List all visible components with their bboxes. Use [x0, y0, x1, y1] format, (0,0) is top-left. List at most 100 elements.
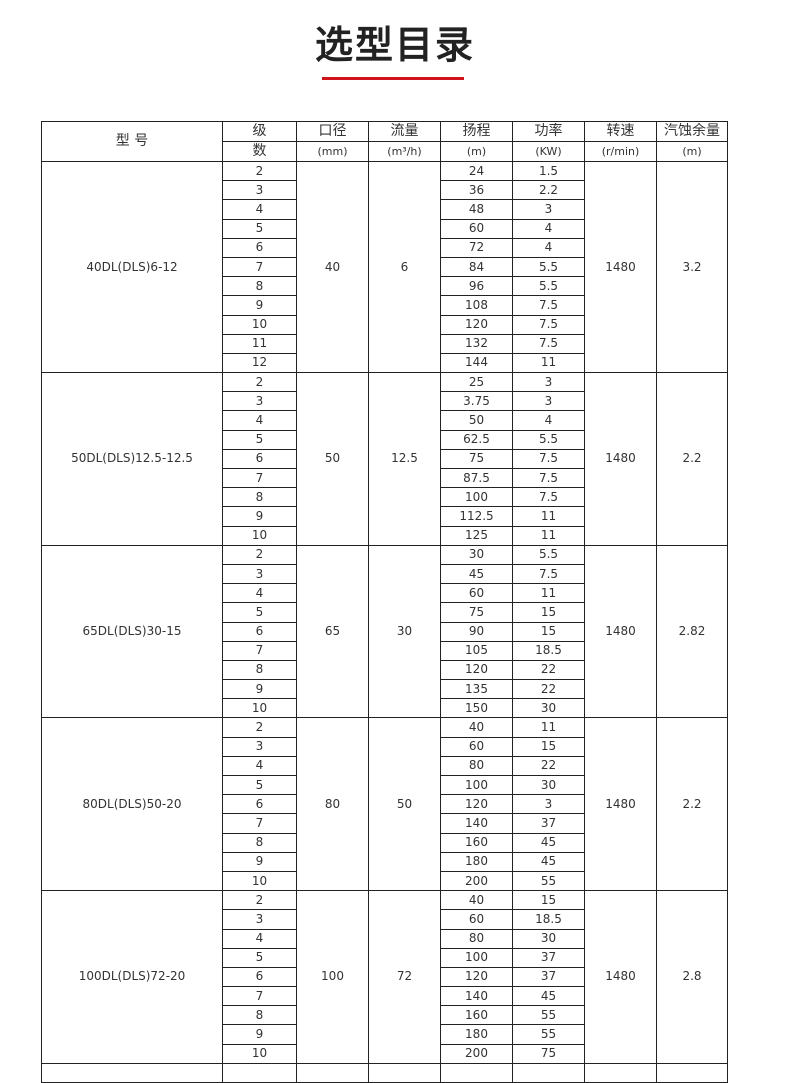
stage-cell: 5: [222, 774, 297, 796]
model-cell: 50DL(DLS)12.5-12.5: [41, 372, 223, 546]
table-row: 7 87.5 7.5: [42, 467, 728, 489]
head-cell: 100: [440, 487, 513, 508]
stage-cell: 4: [222, 755, 297, 777]
power-cell: 11: [512, 525, 585, 546]
stage-cell: 2: [222, 717, 297, 738]
table-row: 10 200 75: [42, 1043, 728, 1064]
table-row: 4 50 4: [42, 410, 728, 431]
stage-cell: 9: [222, 506, 297, 527]
head-cell: 50: [440, 410, 513, 431]
diameter-cell: 100: [296, 890, 369, 1064]
table-row: 10 125 11: [42, 525, 728, 546]
head-cell: 200: [440, 870, 513, 892]
unit-stage: 数: [222, 141, 297, 162]
unit-speed: (r/min): [584, 141, 657, 162]
stage-cell: 3: [222, 736, 297, 757]
power-cell: 45: [512, 832, 585, 853]
flow-cell: 30: [368, 544, 441, 719]
head-cell: 96: [440, 276, 513, 297]
stage-cell: 6: [222, 448, 297, 470]
header-stage: 级: [222, 121, 297, 142]
head-cell: 120: [440, 966, 513, 988]
power-cell: 7.5: [512, 333, 585, 354]
table-row: 10 200 55: [42, 870, 728, 892]
power-cell: 7.5: [512, 314, 585, 335]
stage-cell: 7: [222, 813, 297, 834]
head-cell: 72: [440, 237, 513, 258]
header-power: 功率: [512, 121, 585, 142]
head-cell: 75: [440, 448, 513, 470]
empty-cell: [368, 1062, 441, 1083]
power-cell: 3: [512, 372, 585, 393]
stage-cell: 6: [222, 237, 297, 258]
head-cell: 62.5: [440, 429, 513, 450]
table-row: 10 120 7.5: [42, 314, 728, 335]
power-cell: 5.5: [512, 256, 585, 278]
stage-cell: 7: [222, 467, 297, 489]
empty-cell: [656, 1062, 728, 1083]
npsh-cell: 3.2: [656, 160, 728, 374]
power-cell: 30: [512, 774, 585, 796]
unit-npsh: (m): [656, 141, 728, 162]
head-cell: 108: [440, 295, 513, 316]
table-row: 3 45 7.5: [42, 563, 728, 585]
power-cell: 18.5: [512, 640, 585, 661]
table-row: 8 120 22: [42, 659, 728, 681]
stage-cell: 6: [222, 794, 297, 815]
power-cell: 45: [512, 986, 585, 1007]
power-cell: 11: [512, 583, 585, 604]
head-cell: 160: [440, 1005, 513, 1026]
power-cell: 15: [512, 736, 585, 757]
table-row: 8 160 45: [42, 832, 728, 853]
empty-cell: [296, 1062, 369, 1083]
table-row: 9 180 45: [42, 851, 728, 872]
diameter-cell: 50: [296, 372, 369, 546]
empty-cell: [512, 1062, 585, 1083]
power-cell: 4: [512, 410, 585, 431]
stage-cell: 2: [222, 544, 297, 565]
model-cell: 65DL(DLS)30-15: [41, 544, 223, 719]
head-cell: 24: [440, 160, 513, 182]
selection-table: 型 号 级 口径 流量 扬程 功率 转速 汽蚀余量 数 (mm) (m³/h) …: [41, 121, 728, 1083]
stage-cell: 8: [222, 1005, 297, 1026]
unit-diameter: (mm): [296, 141, 369, 162]
units-row: 数 (mm) (m³/h) (m) (KW) (r/min) (m): [42, 141, 728, 162]
table-row: 100DL(DLS)72-20 2 100 72 40 15 1480 2.8: [41, 890, 728, 1064]
diameter-cell: 40: [296, 160, 369, 374]
table-row: 5 100 37: [42, 947, 728, 968]
table-row: 65DL(DLS)30-15 2 65 30 30 5.5 1480 2.82: [41, 544, 728, 719]
table-row: 8 100 7.5: [42, 487, 728, 508]
head-cell: 100: [440, 774, 513, 796]
power-cell: 11: [512, 506, 585, 527]
power-cell: 15: [512, 890, 585, 911]
head-cell: 45: [440, 563, 513, 585]
stage-cell: 4: [222, 410, 297, 431]
stage-cell: 2: [222, 890, 297, 911]
head-cell: 80: [440, 928, 513, 949]
table-row: 5 60 4: [42, 218, 728, 239]
head-cell: 60: [440, 736, 513, 757]
power-cell: 5.5: [512, 429, 585, 450]
head-cell: 30: [440, 544, 513, 565]
power-cell: 7.5: [512, 467, 585, 489]
unit-head: (m): [440, 141, 513, 162]
head-cell: 90: [440, 621, 513, 642]
stage-cell: 8: [222, 487, 297, 508]
power-cell: 37: [512, 813, 585, 834]
power-cell: 7.5: [512, 487, 585, 508]
stage-cell: 9: [222, 679, 297, 700]
stage-cell: 10: [222, 314, 297, 335]
table-row-partial: [41, 1062, 728, 1083]
stage-cell: 5: [222, 947, 297, 968]
stage-cell: 5: [222, 602, 297, 623]
table-row: 6 90 15: [42, 621, 728, 642]
header-speed: 转速: [584, 121, 657, 142]
head-cell: 180: [440, 1024, 513, 1045]
head-cell: 3.75: [440, 391, 513, 412]
table-row: 6 120 3: [42, 794, 728, 815]
power-cell: 3: [512, 199, 585, 220]
stage-cell: 4: [222, 928, 297, 949]
table-row: 80DL(DLS)50-20 2 80 50 40 11 1480 2.2: [41, 717, 728, 892]
diameter-cell: 65: [296, 544, 369, 719]
table-row: 5 62.5 5.5: [42, 429, 728, 450]
